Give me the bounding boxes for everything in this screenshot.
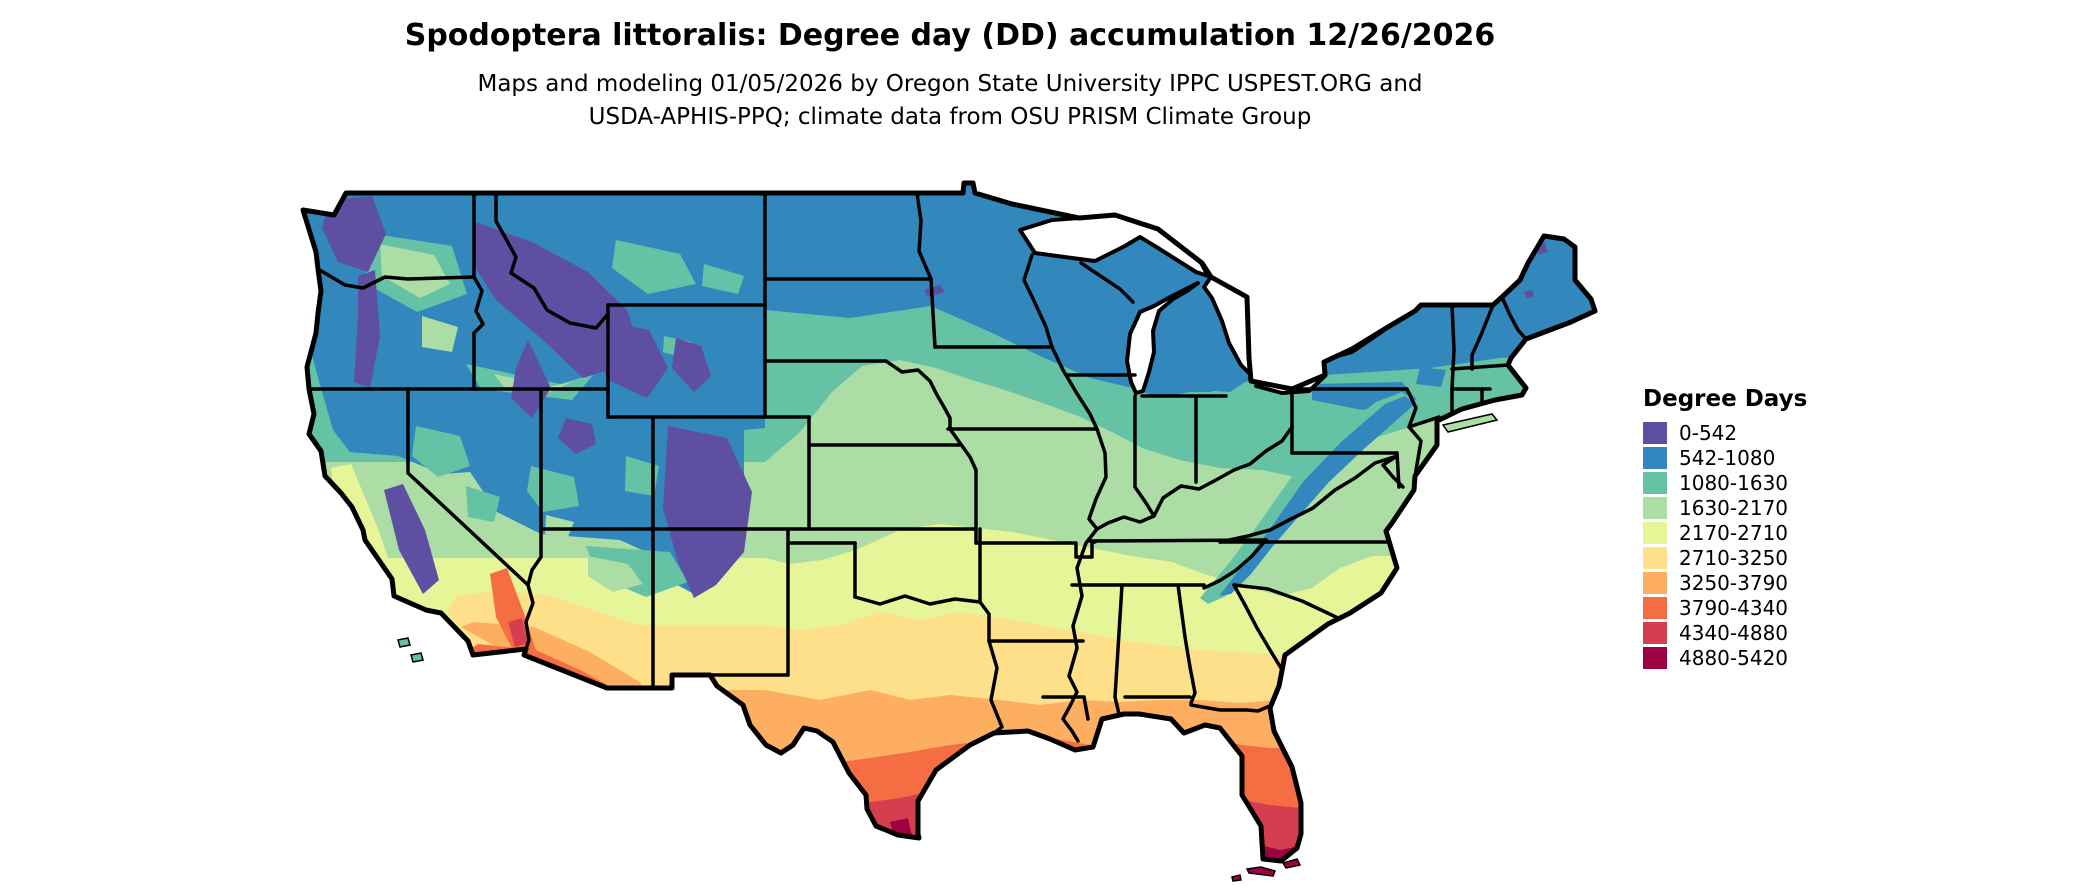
legend: Degree Days 0-542 542-1080 1080-1630 1630-2… — [1643, 386, 1807, 670]
legend-swatch-icon — [1643, 421, 1667, 444]
lake-michigan — [1125, 281, 1200, 395]
legend-row: 1080-1630 — [1643, 470, 1807, 495]
us-outline — [300, 180, 1598, 864]
page-title: Spodoptera littoralis: Degree day (DD) a… — [404, 18, 1496, 53]
legend-swatch-icon — [1643, 596, 1667, 619]
legend-label: 4880-5420 — [1679, 645, 1789, 670]
legend-swatch-icon — [1643, 571, 1667, 594]
legend-title: Degree Days — [1643, 386, 1808, 412]
legend-label: 3250-3790 — [1679, 570, 1789, 595]
legend-label: 2710-3250 — [1679, 545, 1789, 570]
legend-row: 542-1080 — [1643, 445, 1807, 470]
legend-swatch-icon — [1643, 646, 1667, 669]
legend-row: 4880-5420 — [1643, 645, 1807, 670]
state-borders — [307, 191, 1528, 743]
legend-row: 2170-2710 — [1643, 520, 1807, 545]
legend-row: 3790-4340 — [1643, 595, 1807, 620]
legend-row: 0-542 — [1643, 420, 1807, 445]
legend-swatch-icon — [1643, 496, 1667, 519]
title-block: Spodoptera littoralis: Degree day (DD) a… — [0, 0, 1900, 135]
subtitle-line-1: Maps and modeling 01/05/2026 by Oregon S… — [477, 71, 1423, 97]
legend-row: 1630-2170 — [1643, 495, 1807, 520]
legend-swatch-icon — [1643, 546, 1667, 569]
legend-row: 2710-3250 — [1643, 545, 1807, 570]
legend-swatch-icon — [1643, 621, 1667, 644]
legend-label: 0-542 — [1679, 420, 1738, 445]
legend-swatch-icon — [1643, 446, 1667, 469]
legend-row: 4340-4880 — [1643, 620, 1807, 645]
legend-rows: 0-542 542-1080 1080-1630 1630-2170 2170-2710… — [1643, 420, 1807, 670]
page-subtitle: Maps and modeling 01/05/2026 by Oregon S… — [0, 68, 1900, 135]
legend-label: 4340-4880 — [1679, 620, 1789, 645]
degree-day-raster — [303, 185, 1595, 861]
legend-label: 3790-4340 — [1679, 595, 1789, 620]
legend-row: 3250-3790 — [1643, 570, 1807, 595]
legend-swatch-icon — [1643, 521, 1667, 544]
legend-label: 1080-1630 — [1679, 470, 1789, 495]
legend-label: 2170-2710 — [1679, 520, 1789, 545]
legend-label: 1630-2170 — [1679, 495, 1789, 520]
legend-label: 542-1080 — [1679, 445, 1776, 470]
subtitle-line-2: USDA-APHIS-PPQ; climate data from OSU PR… — [588, 104, 1312, 131]
offshore-islands — [397, 413, 1499, 882]
legend-swatch-icon — [1643, 471, 1667, 494]
